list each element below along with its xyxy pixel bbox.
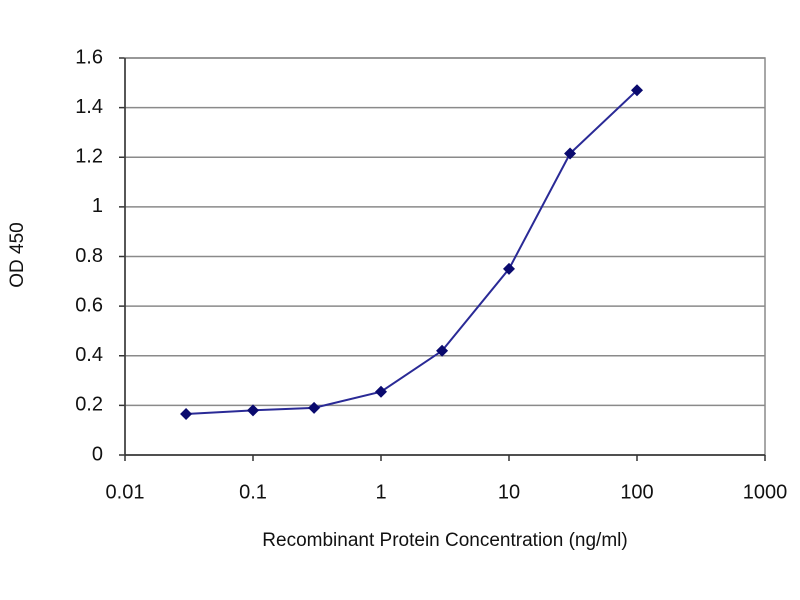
x-tick-label: 1: [375, 481, 386, 503]
y-tick-label: 1.2: [75, 146, 103, 168]
y-tick-label: 1.4: [75, 96, 103, 118]
x-tick-label: 0.1: [239, 481, 267, 503]
data-marker: [564, 147, 577, 160]
data-marker: [503, 262, 515, 275]
y-tick-label: 1: [92, 195, 103, 217]
data-line: [186, 89, 638, 416]
y-tick-label: 0.2: [75, 394, 103, 416]
data-marker: [375, 385, 387, 398]
x-axis-title: Recombinant Protein Concentration (ng/ml…: [262, 530, 627, 551]
y-tick-label: 0.4: [75, 344, 103, 366]
y-tick-label: 0: [92, 443, 103, 465]
x-tick-label: 0.01: [106, 481, 145, 503]
y-axis-title: OD 450: [7, 222, 28, 287]
x-tick-label: 10: [498, 481, 520, 503]
y-tick-label: 0.6: [75, 294, 103, 316]
x-tick-label: 1000: [743, 481, 788, 503]
data-marker: [631, 84, 643, 97]
x-tick-label: 100: [620, 481, 653, 503]
data-marker: [247, 404, 259, 417]
data-marker: [180, 408, 193, 421]
data-marker: [436, 344, 449, 357]
data-marker: [308, 401, 321, 414]
y-tick-label: 0.8: [75, 245, 103, 267]
y-tick-label: 1.6: [75, 46, 103, 68]
